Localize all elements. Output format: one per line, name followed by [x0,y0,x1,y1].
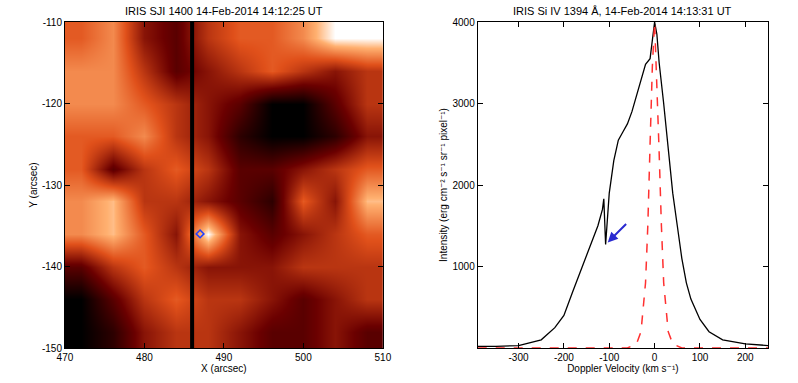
svg-text:3000: 3000 [452,98,475,109]
svg-text:4000: 4000 [452,17,475,28]
svg-text:X (arcsec): X (arcsec) [201,363,247,374]
svg-text:-130: -130 [42,180,62,191]
svg-text:-120: -120 [42,98,62,109]
svg-text:-200: -200 [554,352,574,363]
svg-text:470: 470 [57,352,74,363]
svg-text:-100: -100 [599,352,619,363]
svg-text:0: 0 [652,352,658,363]
svg-text:-110: -110 [43,17,63,28]
svg-text:2000: 2000 [452,180,475,191]
svg-text:490: 490 [216,352,233,363]
svg-text:IRIS Si IV 1394 Å, 14-Feb-2014: IRIS Si IV 1394 Å, 14-Feb-2014 14:13:31 … [513,5,732,17]
svg-text:480: 480 [136,352,153,363]
svg-text:Intensity (erg cm⁻² s⁻¹ sr⁻¹ p: Intensity (erg cm⁻² s⁻¹ sr⁻¹ pixel⁻¹) [438,108,449,262]
svg-text:200: 200 [737,352,754,363]
svg-text:Doppler Velocity (km s⁻¹): Doppler Velocity (km s⁻¹) [567,363,678,374]
svg-text:500: 500 [295,352,312,363]
svg-text:510: 510 [375,352,392,363]
svg-text:Y (arcsec): Y (arcsec) [28,162,39,207]
svg-text:-150: -150 [42,343,62,354]
svg-text:-140: -140 [42,261,62,272]
svg-text:100: 100 [692,352,709,363]
svg-text:-300: -300 [509,352,529,363]
svg-text:IRIS SJI 1400 14-Feb-2014 14:1: IRIS SJI 1400 14-Feb-2014 14:12:25 UT [125,5,323,17]
svg-text:1000: 1000 [452,261,475,272]
